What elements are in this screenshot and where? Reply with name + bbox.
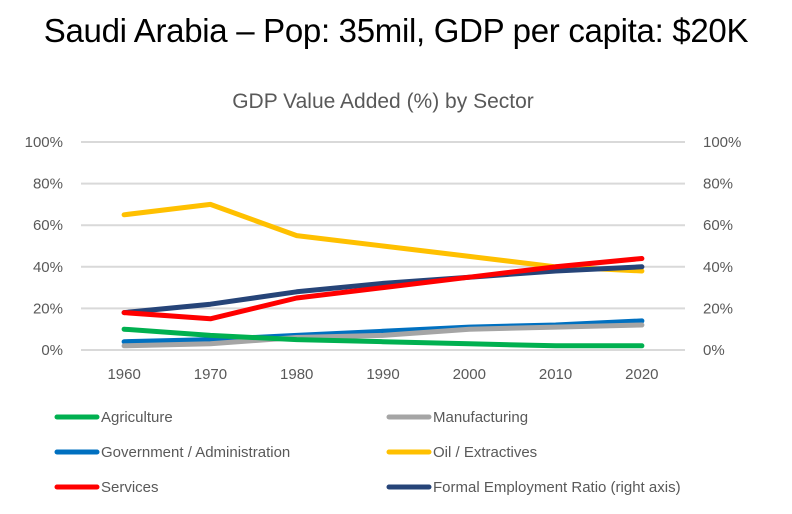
x-tick-label: 1960 — [107, 366, 140, 383]
y2-tick-label: 100% — [703, 134, 741, 151]
legend-label: Services — [101, 479, 159, 496]
y2-tick-label: 20% — [703, 300, 733, 317]
legend-label: Formal Employment Ratio (right axis) — [433, 479, 681, 496]
y-tick-label: 0% — [41, 342, 63, 359]
series-line-agriculture — [121, 326, 645, 349]
legend-item: Manufacturing — [386, 409, 528, 426]
x-tick-label: 2020 — [625, 366, 658, 383]
series-lines — [121, 201, 645, 349]
y-tick-label: 100% — [25, 134, 63, 151]
legend: Agriculture Manufacturing Government / Adm… — [54, 409, 681, 496]
x-tick-label: 1980 — [280, 366, 313, 383]
series-line-government-administration — [121, 318, 645, 345]
legend-label: Manufacturing — [433, 409, 528, 426]
chart-title: GDP Value Added (%) by Sector — [232, 90, 534, 113]
y2-tick-label: 40% — [703, 259, 733, 276]
series-line-formal-employment-ratio-right-axis — [121, 264, 645, 316]
legend-item: Agriculture — [54, 409, 173, 426]
legend-item: Government / Administration — [54, 444, 290, 461]
legend-item: Formal Employment Ratio (right axis) — [386, 479, 681, 496]
y-tick-label: 20% — [33, 300, 63, 317]
right-y-axis: 0% 20% 40% 60% 80% 100% — [703, 134, 741, 359]
legend-item: Oil / Extractives — [386, 444, 537, 461]
left-y-axis: 0% 20% 40% 60% 80% 100% — [25, 134, 63, 359]
y-tick-label: 40% — [33, 259, 63, 276]
slide-title: Saudi Arabia – Pop: 35mil, GDP per capit… — [43, 12, 749, 49]
legend-item: Services — [54, 479, 159, 496]
x-axis: 1960 1970 1980 1990 2000 2010 2020 — [107, 366, 658, 383]
y2-tick-label: 60% — [703, 217, 733, 234]
legend-label: Agriculture — [101, 409, 173, 426]
y2-tick-label: 80% — [703, 176, 733, 193]
x-tick-label: 2000 — [453, 366, 486, 383]
series-line-oil-extractives — [121, 201, 645, 274]
x-tick-label: 2010 — [539, 366, 572, 383]
series-line-services — [121, 256, 645, 322]
y-tick-label: 80% — [33, 176, 63, 193]
x-tick-label: 1970 — [194, 366, 227, 383]
legend-label: Government / Administration — [101, 444, 290, 461]
x-tick-label: 1990 — [366, 366, 399, 383]
legend-label: Oil / Extractives — [433, 444, 537, 461]
y2-tick-label: 0% — [703, 342, 725, 359]
y-tick-label: 60% — [33, 217, 63, 234]
series-line-manufacturing — [121, 322, 645, 349]
